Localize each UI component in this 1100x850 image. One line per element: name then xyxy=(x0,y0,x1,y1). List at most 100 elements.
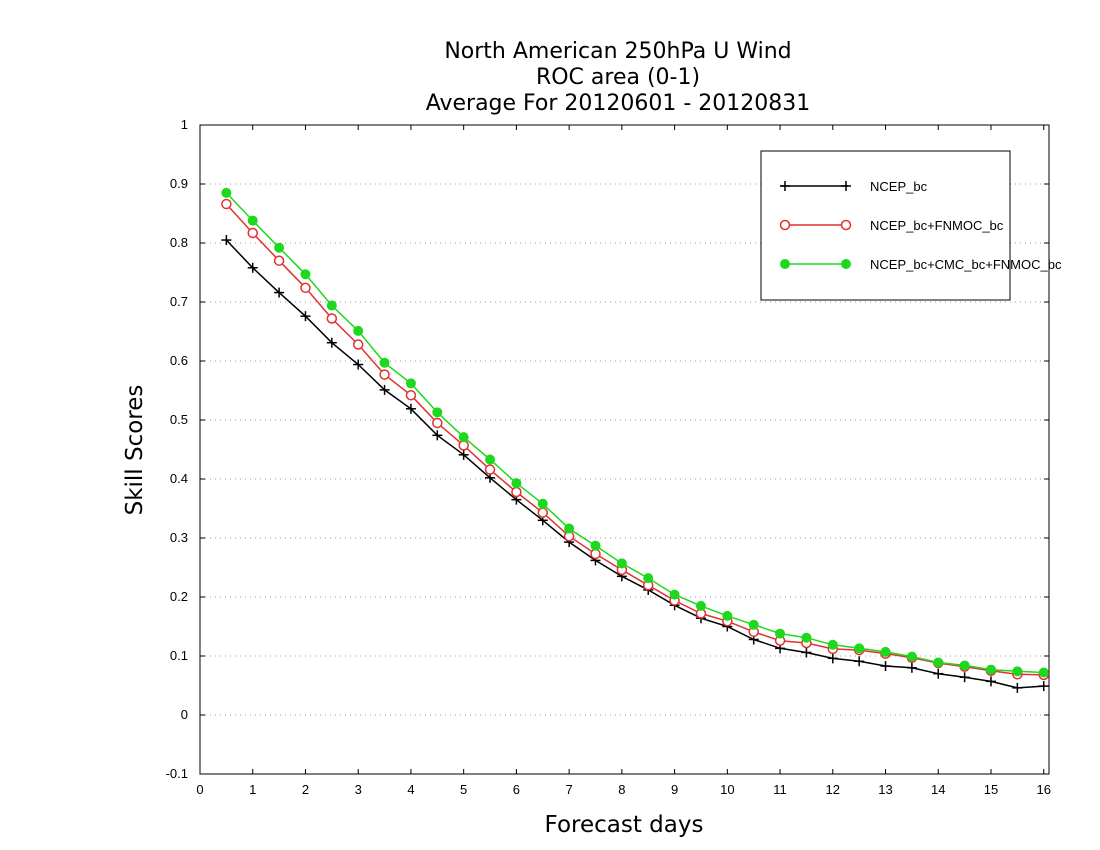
data-point xyxy=(485,454,496,465)
y-axis-title: Skill Scores xyxy=(122,385,148,516)
data-point xyxy=(748,619,759,630)
series-layer xyxy=(221,187,1049,693)
data-point xyxy=(458,440,469,451)
data-point xyxy=(353,325,364,336)
legend-label: NCEP_bc+FNMOC_bc xyxy=(870,218,1004,233)
legend-item: NCEP_bc+CMC_bc+FNMOC_bc xyxy=(780,257,1062,272)
x-tick-label: 1 xyxy=(249,782,256,797)
data-point xyxy=(326,313,338,324)
legend-item: NCEP_bc xyxy=(780,179,928,194)
data-point xyxy=(775,628,786,639)
y-tick-label: 0.1 xyxy=(170,648,188,663)
data-point xyxy=(590,548,601,560)
x-tick-label: 13 xyxy=(878,782,892,797)
data-point xyxy=(300,282,311,294)
data-point xyxy=(221,198,232,210)
y-tick-label: 0.9 xyxy=(170,176,188,191)
data-point xyxy=(379,369,390,380)
x-axis: 0 1 2 3 4 5 6 7 8 9 10 11 12 13 14 15 16 xyxy=(196,125,1051,797)
data-point xyxy=(564,523,575,534)
x-tick-label: 0 xyxy=(196,782,203,797)
series-ncep-bc xyxy=(221,235,1049,693)
x-tick-label: 2 xyxy=(302,782,309,797)
data-point xyxy=(484,464,496,475)
data-point xyxy=(906,651,917,662)
series-line xyxy=(225,239,1044,689)
data-point xyxy=(959,660,970,671)
legend-item: NCEP_bc+FNMOC_bc xyxy=(779,218,1004,233)
data-point xyxy=(352,339,364,350)
y-tick-label: 0.4 xyxy=(170,471,188,486)
title-line-1: North American 250hPa U Wind xyxy=(444,39,791,64)
x-tick-label: 5 xyxy=(460,782,467,797)
x-tick-label: 11 xyxy=(773,782,787,797)
data-point xyxy=(669,589,680,600)
data-point xyxy=(854,643,865,654)
x-tick-label: 4 xyxy=(407,782,414,797)
y-tick-label: 0.7 xyxy=(170,294,188,309)
data-point xyxy=(779,219,791,231)
y-tick-label: 0.3 xyxy=(170,530,188,545)
data-point xyxy=(695,600,706,611)
x-tick-label: 10 xyxy=(720,782,734,797)
data-point xyxy=(643,573,654,584)
data-point xyxy=(801,632,812,643)
data-point xyxy=(326,300,337,311)
legend: NCEP_bc NCEP_bc+FNMOC_bc NCEP_bc+CMC_bc+FN… xyxy=(760,150,1062,301)
x-tick-label: 6 xyxy=(513,782,520,797)
data-point xyxy=(274,242,285,253)
y-tick-label: 0.6 xyxy=(170,353,188,368)
plot-area xyxy=(199,124,1050,775)
title-line-3: Average For 20120601 - 20120831 xyxy=(426,91,811,116)
data-point xyxy=(247,215,258,226)
y-axis: -0.1 0 0.1 0.2 0.3 0.4 0.5 0.6 0.7 0.8 0.9 1 xyxy=(166,117,1049,781)
x-tick-label: 15 xyxy=(984,782,998,797)
x-tick-label: 8 xyxy=(618,782,625,797)
x-tick-label: 14 xyxy=(931,782,945,797)
data-point xyxy=(1038,667,1049,678)
x-axis-title: Forecast days xyxy=(545,812,704,838)
data-point xyxy=(590,540,601,551)
series-ncep-bc-cmc-bc-fnmoc-bc xyxy=(221,187,1049,678)
x-tick-label: 12 xyxy=(826,782,840,797)
data-point xyxy=(458,432,469,443)
legend-label: NCEP_bc+CMC_bc+FNMOC_bc xyxy=(870,257,1062,272)
y-tick-label: 0.8 xyxy=(170,235,188,250)
x-tick-label: 16 xyxy=(1036,782,1050,797)
data-point xyxy=(432,407,443,418)
data-point xyxy=(511,478,522,489)
data-point xyxy=(933,657,944,668)
data-point xyxy=(827,639,838,650)
data-point xyxy=(300,269,311,280)
data-point xyxy=(880,646,891,657)
y-tick-label: -0.1 xyxy=(166,766,188,781)
y-tick-label: 0.5 xyxy=(170,412,188,427)
x-tick-label: 9 xyxy=(671,782,678,797)
data-point xyxy=(537,498,548,509)
data-point xyxy=(405,389,417,401)
data-point xyxy=(780,259,790,269)
data-point xyxy=(379,357,390,368)
data-point xyxy=(841,259,851,269)
x-tick-label: 7 xyxy=(566,782,573,797)
title-line-2: ROC area (0-1) xyxy=(536,65,700,90)
data-point xyxy=(405,378,416,389)
data-point xyxy=(247,227,258,239)
data-point xyxy=(616,558,627,569)
x-tick-label: 3 xyxy=(355,782,362,797)
legend-label: NCEP_bc xyxy=(870,179,928,194)
y-tick-label: 1 xyxy=(181,117,188,132)
data-point xyxy=(537,507,549,518)
data-point xyxy=(432,417,443,429)
data-point xyxy=(221,187,232,198)
data-point xyxy=(1012,666,1023,677)
y-tick-label: 0.2 xyxy=(170,589,188,604)
data-point xyxy=(273,255,285,266)
data-point xyxy=(511,486,522,498)
data-point xyxy=(985,664,996,675)
data-point xyxy=(722,610,733,621)
y-tick-label: 0 xyxy=(181,707,188,722)
chart-title: North American 250hPa U Wind ROC area (0… xyxy=(426,39,811,116)
data-point xyxy=(840,219,852,231)
